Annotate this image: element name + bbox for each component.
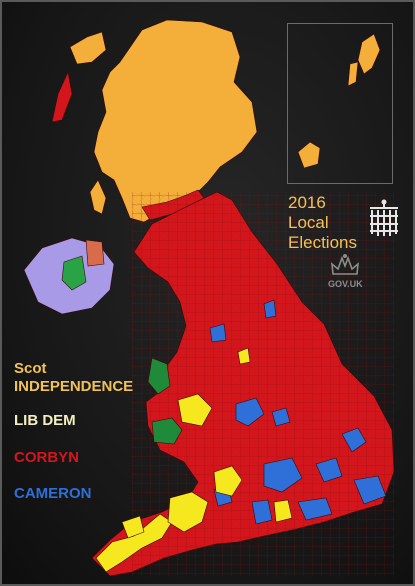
scotland-west-isles: [69, 31, 107, 65]
title-line-3: Elections: [288, 233, 357, 252]
libdem-areas: [95, 347, 293, 573]
gov-uk-label: GOV.UK: [328, 279, 363, 289]
con-essex: [315, 457, 343, 483]
northern-ireland-region: [23, 237, 115, 315]
shetland-islands: [357, 33, 381, 75]
title-line-1: 2016: [288, 193, 326, 212]
ni-green-area: [61, 255, 87, 291]
con-home-counties: [263, 457, 303, 493]
shetland-inset-frame: [287, 23, 393, 184]
portcullis-icon: [370, 199, 398, 236]
con-hampshire: [251, 499, 273, 525]
lib-north: [237, 347, 251, 365]
con-yorkshire: [209, 323, 227, 343]
inset-islands: [297, 33, 381, 169]
con-midlands-east: [271, 407, 291, 427]
scotland-region: [51, 19, 258, 223]
con-east: [341, 427, 367, 453]
outer-hebrides-labour: [51, 71, 73, 123]
legend-scot-line2: INDEPENDENCE: [14, 378, 134, 395]
scotland-mainland: [93, 19, 258, 223]
title-line-2: Local: [288, 213, 329, 232]
con-kent: [353, 475, 387, 505]
conservative-areas: [209, 299, 387, 525]
lib-somerset: [213, 465, 243, 497]
legend-scot-line1: Scot: [14, 360, 47, 377]
ni-orange-area: [85, 239, 105, 267]
legend-corbyn: CORBYN: [14, 449, 80, 466]
legend-libdem: LIB DEM: [14, 412, 76, 429]
con-midlands: [235, 397, 265, 427]
crown-icon: [331, 254, 359, 275]
wales-plaid-west: [151, 417, 183, 445]
wales-libdem-powys: [177, 393, 213, 427]
con-sussex: [297, 497, 333, 521]
scotland-kintyre: [89, 179, 107, 215]
legend-cameron: CAMERON: [14, 485, 92, 502]
lib-south-coast: [273, 499, 293, 523]
wales-plaid-north: [147, 357, 171, 395]
orkney-islands: [297, 141, 321, 169]
con-north-east: [263, 299, 277, 319]
lib-south-west: [121, 515, 145, 539]
shetland-north: [347, 61, 359, 87]
lib-devon: [167, 491, 209, 533]
